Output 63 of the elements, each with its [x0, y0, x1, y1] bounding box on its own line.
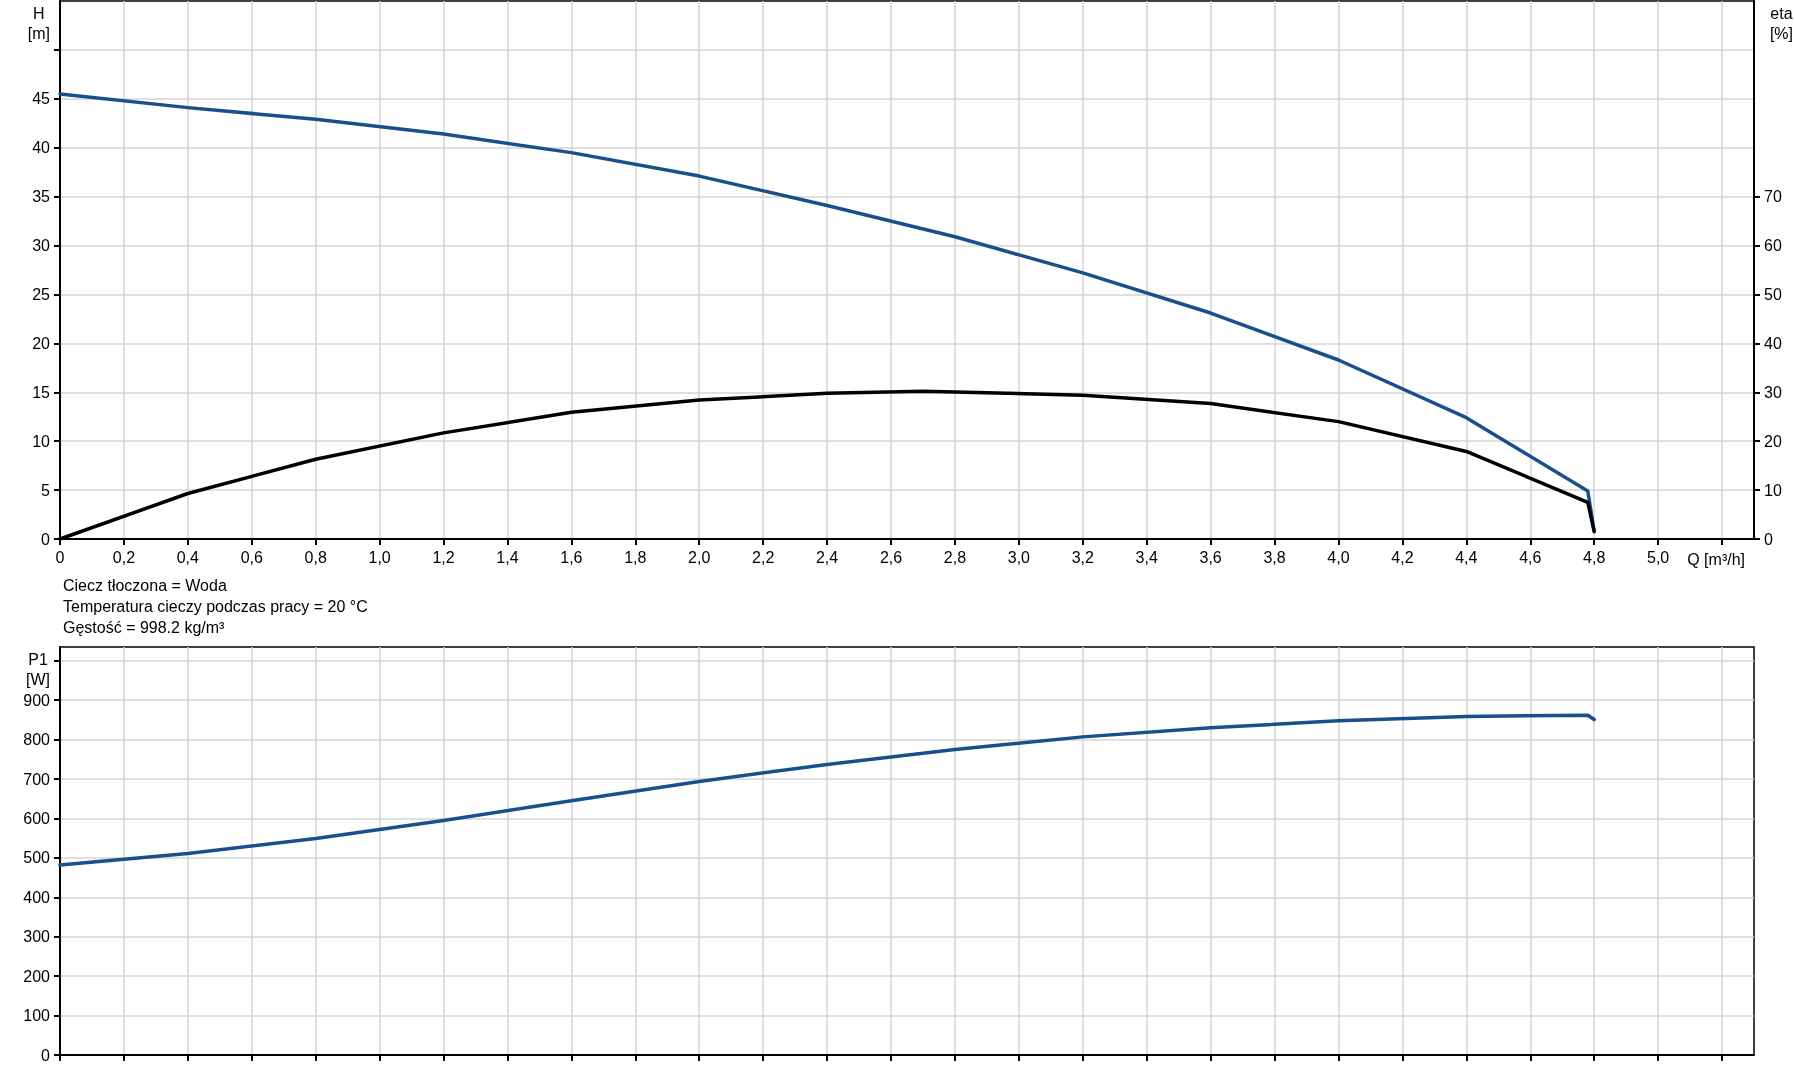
x-tick-label: 2,2 — [752, 548, 775, 566]
x-tick-label: 2,8 — [943, 548, 967, 566]
x-tick-label: 1,4 — [496, 548, 519, 566]
y-tick-label: 15 — [32, 383, 51, 401]
text: Temperatura cieczy podczas pracy = 20 °C — [63, 597, 368, 615]
y-tick-label: 30 — [32, 237, 51, 255]
text: Ciecz tłoczona = Woda — [63, 576, 227, 594]
x-tick-label: 1,8 — [624, 548, 647, 566]
y-tick-label: 5 — [41, 481, 51, 499]
line-series — [58, 713, 1596, 867]
y2-tick-label: 40 — [1764, 334, 1782, 352]
x-tick-label: 0,2 — [112, 548, 136, 566]
x-tick-label: 1,0 — [368, 548, 391, 566]
y2-tick-label: 70 — [1764, 188, 1782, 206]
x-tick-label: 3,8 — [1263, 548, 1286, 566]
x-tick-label: 0,4 — [176, 548, 200, 566]
y-tick-label: 0 — [41, 1046, 51, 1064]
x-tick-label: 3,4 — [1135, 548, 1158, 566]
y-tick-label: 40 — [32, 139, 51, 157]
x-tick-label: 0,8 — [304, 548, 327, 566]
y-tick-label: 700 — [23, 770, 51, 788]
y-tick-label: 600 — [23, 809, 51, 827]
line-series — [58, 92, 1596, 533]
x-tick-label: 2,0 — [688, 548, 711, 566]
y2-tick-label: 20 — [1764, 432, 1782, 450]
y-tick-label: 400 — [23, 888, 51, 906]
y-tick-label: 300 — [23, 928, 51, 946]
y-tick-label: 0 — [41, 530, 51, 548]
y-tick-label: 45 — [32, 90, 51, 108]
x-tick-label: 4,6 — [1519, 548, 1542, 566]
x-tick-label: 0 — [55, 548, 65, 566]
y-tick-label: 10 — [32, 432, 51, 450]
x-tick-label: 2,6 — [879, 548, 903, 566]
y-tick-label: 900 — [23, 691, 51, 709]
y-tick-label: 20 — [32, 334, 51, 352]
y-axis-title: P1 [W] — [26, 650, 50, 688]
x-tick-label: 2,4 — [815, 548, 839, 566]
x-tick-label: 0,6 — [240, 548, 263, 566]
y-tick-label: 25 — [32, 285, 51, 303]
y2-tick-label: 50 — [1764, 285, 1782, 303]
y-tick-label: 35 — [32, 188, 51, 206]
y-axis-title: H [m] — [27, 4, 50, 42]
x-tick-label: 3,0 — [1007, 548, 1031, 566]
x-tick-label: 4,8 — [1583, 548, 1606, 566]
text: Gęstość = 998.2 kg/m³ — [63, 618, 226, 636]
x-tick-label: 4,2 — [1391, 548, 1414, 566]
y2-tick-label: 0 — [1764, 530, 1773, 548]
y2-axis-title: eta [%] — [1769, 4, 1793, 42]
x-tick-label: 1,2 — [432, 548, 455, 566]
x-axis-title: Q [m³/h] — [1687, 550, 1745, 568]
x-tick-label: 5,0 — [1646, 548, 1670, 566]
y-tick-label: 200 — [23, 967, 51, 985]
y-tick-label: 500 — [23, 849, 51, 867]
y-tick-label: 100 — [23, 1007, 51, 1025]
y2-tick-label: 30 — [1764, 383, 1782, 401]
x-tick-label: 3,2 — [1071, 548, 1095, 566]
y2-tick-label: 60 — [1764, 237, 1782, 255]
y2-tick-label: 10 — [1764, 481, 1782, 499]
x-tick-label: 4,0 — [1327, 548, 1350, 566]
x-tick-label: 1,6 — [560, 548, 583, 566]
y-tick-label: 800 — [23, 731, 51, 749]
x-tick-label: 4,4 — [1455, 548, 1478, 566]
x-tick-label: 3,6 — [1199, 548, 1222, 566]
